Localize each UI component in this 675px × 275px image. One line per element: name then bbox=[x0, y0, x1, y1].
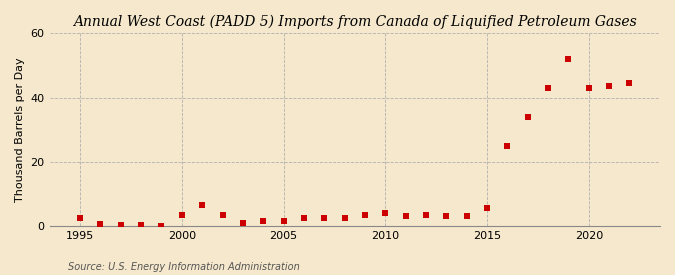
Point bbox=[340, 216, 350, 220]
Point bbox=[502, 144, 513, 148]
Point bbox=[461, 214, 472, 218]
Point bbox=[441, 214, 452, 218]
Point bbox=[603, 84, 614, 89]
Point bbox=[482, 206, 493, 210]
Point bbox=[217, 213, 228, 217]
Point bbox=[258, 219, 269, 223]
Y-axis label: Thousand Barrels per Day: Thousand Barrels per Day bbox=[15, 57, 25, 202]
Point bbox=[156, 223, 167, 228]
Point bbox=[380, 211, 391, 215]
Title: Annual West Coast (PADD 5) Imports from Canada of Liquified Petroleum Gases: Annual West Coast (PADD 5) Imports from … bbox=[73, 15, 637, 29]
Point bbox=[360, 213, 371, 217]
Point bbox=[543, 86, 554, 90]
Text: Source: U.S. Energy Information Administration: Source: U.S. Energy Information Administ… bbox=[68, 262, 299, 272]
Point bbox=[583, 86, 594, 90]
Point bbox=[563, 57, 574, 61]
Point bbox=[75, 216, 86, 220]
Point bbox=[421, 213, 431, 217]
Point bbox=[400, 214, 411, 218]
Point bbox=[522, 115, 533, 119]
Point bbox=[238, 221, 248, 226]
Point bbox=[319, 216, 329, 220]
Point bbox=[136, 223, 146, 227]
Point bbox=[95, 222, 106, 227]
Point bbox=[298, 216, 309, 220]
Point bbox=[196, 203, 207, 207]
Point bbox=[176, 213, 187, 217]
Point bbox=[624, 81, 635, 85]
Point bbox=[115, 223, 126, 227]
Point bbox=[278, 219, 289, 223]
